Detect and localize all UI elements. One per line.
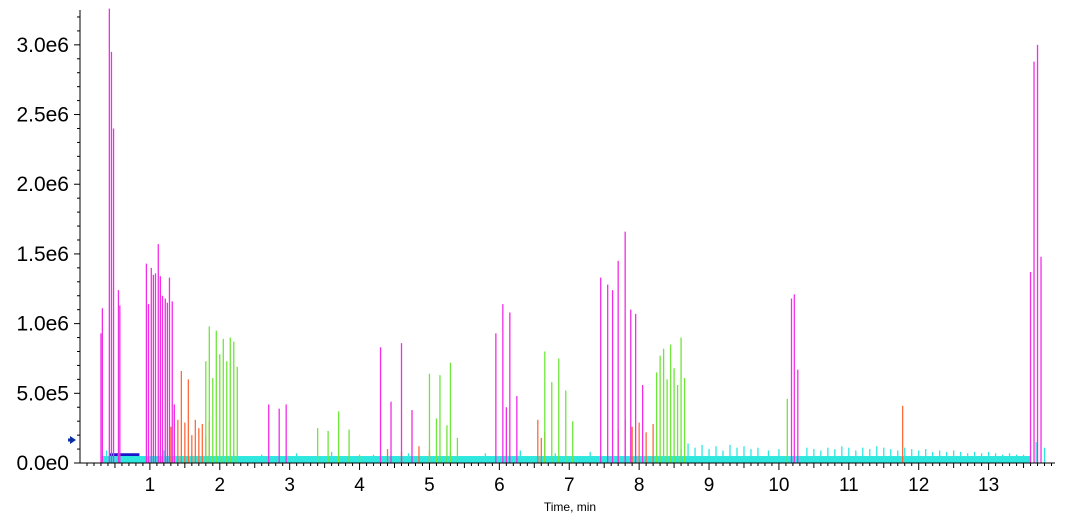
- series-4: [100, 8, 1042, 463]
- series-3: [205, 326, 788, 463]
- series-2: [170, 371, 904, 463]
- y-tick-label: 1.5e6: [16, 243, 69, 266]
- x-tick-label: 11: [839, 475, 859, 496]
- x-tick-label: 7: [564, 475, 575, 496]
- x-tick-label: 4: [354, 475, 365, 496]
- x-tick-label: 2: [214, 475, 225, 496]
- plot-area: [100, 8, 1046, 463]
- x-tick-label: 13: [978, 475, 999, 496]
- y-tick-label: 3.0e6: [16, 34, 69, 57]
- threshold-arrow-icon: [70, 436, 76, 444]
- x-tick-label: 9: [704, 475, 715, 496]
- y-tick-label: 1.0e6: [16, 313, 69, 336]
- threshold-arrow-tail: [68, 438, 71, 442]
- y-tick-label: 2.0e6: [16, 173, 69, 196]
- x-tick-label: 1: [145, 475, 156, 496]
- x-axis-title: Time, min: [544, 500, 596, 514]
- x-tick-label: 8: [634, 475, 645, 496]
- x-tick-label: 10: [768, 475, 789, 496]
- x-tick-label: 5: [424, 475, 435, 496]
- x-tick-label: 6: [494, 475, 505, 496]
- y-tick-label: 0.0e0: [16, 452, 69, 475]
- x-tick-label: 3: [284, 475, 295, 496]
- y-tick-label: 5.0e5: [16, 382, 69, 405]
- y-tick-label: 2.5e6: [16, 104, 69, 127]
- x-tick-label: 12: [908, 475, 929, 496]
